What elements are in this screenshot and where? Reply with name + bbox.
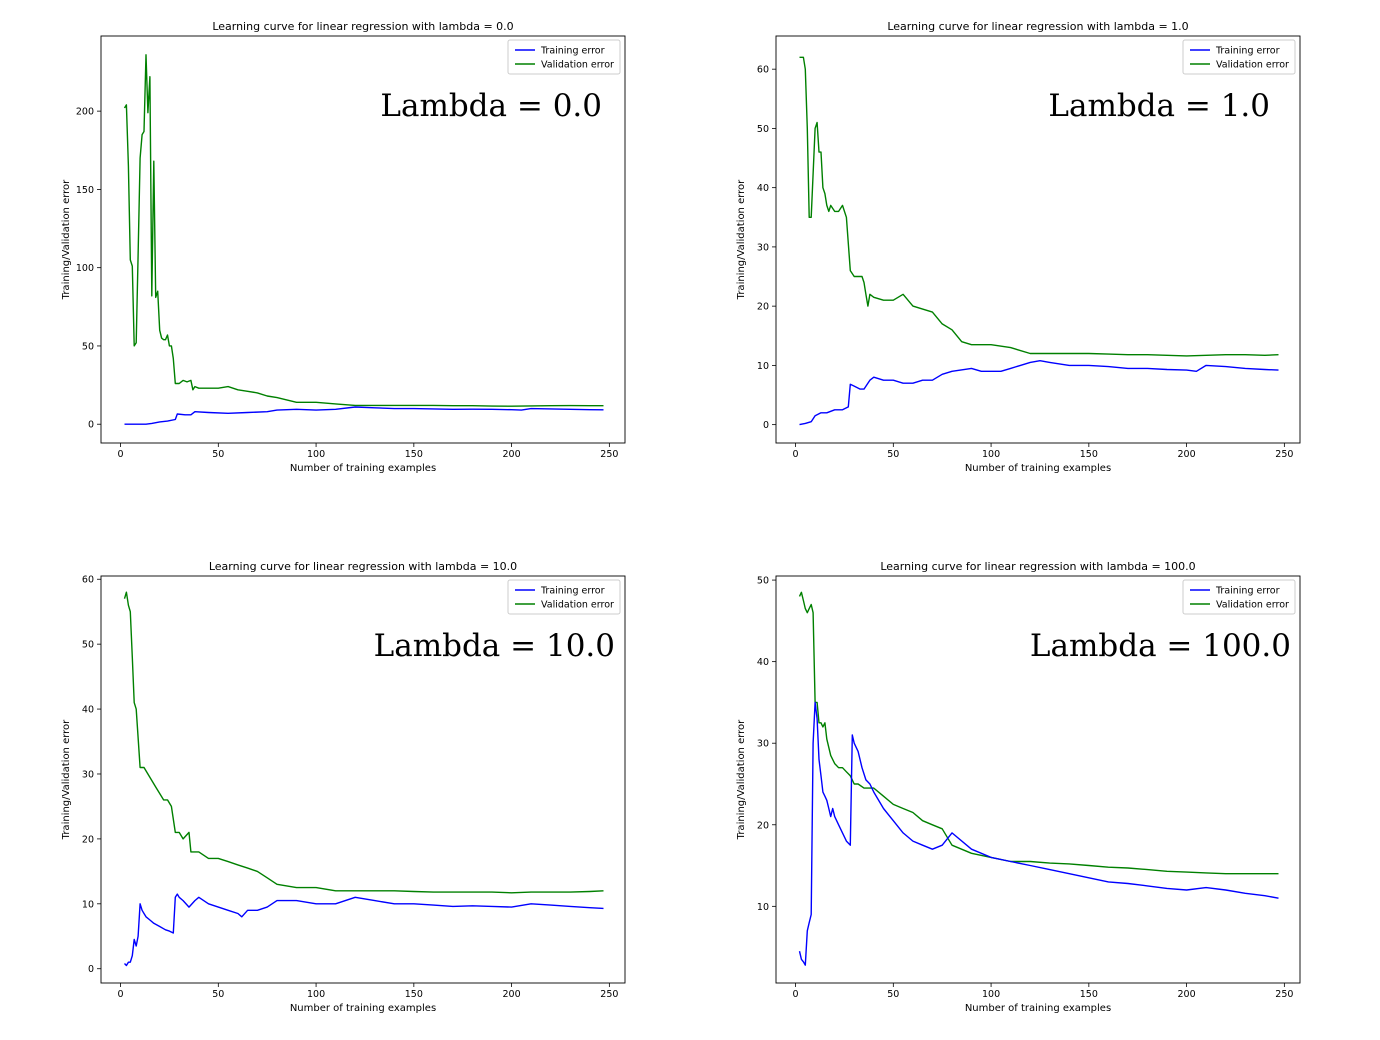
chart-panel-lambda-1: Learning curve for linear regression wit… <box>736 20 1301 474</box>
x-tick-label: 0 <box>118 989 124 1000</box>
validation-error-line <box>799 56 1279 357</box>
y-tick-label: 100 <box>76 263 94 274</box>
x-tick-label: 150 <box>1080 449 1098 460</box>
legend-label-validation: Validation error <box>1216 600 1289 611</box>
validation-error-line <box>123 591 604 894</box>
y-axis-label: Training/Validation error <box>736 719 747 840</box>
y-tick-label: 50 <box>757 124 769 135</box>
training-error-line <box>798 701 1279 966</box>
chart-title: Learning curve for linear regression wit… <box>212 20 513 33</box>
x-tick-label: 0 <box>118 449 124 460</box>
x-tick-label: 250 <box>600 449 618 460</box>
axes-frame <box>100 575 626 984</box>
x-axis-label: Number of training examples <box>290 463 436 474</box>
x-tick-label: 0 <box>793 989 799 1000</box>
training-error-line <box>799 360 1279 426</box>
y-tick-label: 60 <box>757 65 769 76</box>
y-tick-label: 20 <box>82 834 94 845</box>
legend-label-validation: Validation error <box>541 600 614 611</box>
y-axis-label: Training/Validation error <box>61 179 72 300</box>
axes-frame <box>775 575 1301 984</box>
lambda-annotation: Lambda = 1.0 <box>1048 88 1270 124</box>
x-tick-label: 100 <box>982 989 1000 1000</box>
x-axis-label: Number of training examples <box>290 1003 436 1014</box>
chart-panel-lambda-10: Learning curve for linear regression wit… <box>61 560 626 1014</box>
y-tick-label: 30 <box>757 739 769 750</box>
x-axis-label: Number of training examples <box>965 1003 1111 1014</box>
x-tick-label: 250 <box>1275 449 1293 460</box>
y-tick-label: 50 <box>757 576 769 587</box>
x-tick-label: 100 <box>307 449 325 460</box>
training-error-line <box>124 406 604 425</box>
x-tick-label: 150 <box>405 449 423 460</box>
y-axis-label: Training/Validation error <box>736 179 747 300</box>
x-tick-label: 200 <box>1178 989 1196 1000</box>
y-tick-label: 150 <box>76 185 94 196</box>
y-tick-label: 10 <box>757 902 769 913</box>
legend-label-training: Training error <box>540 46 605 57</box>
y-tick-label: 30 <box>82 769 94 780</box>
y-tick-label: 10 <box>757 361 769 372</box>
x-tick-label: 100 <box>307 989 325 1000</box>
y-tick-label: 60 <box>82 575 94 586</box>
axes-frame <box>775 35 1301 444</box>
y-tick-label: 0 <box>88 420 94 431</box>
x-tick-label: 50 <box>887 449 899 460</box>
x-tick-label: 0 <box>793 449 799 460</box>
legend-label-validation: Validation error <box>541 60 614 71</box>
validation-error-line <box>123 54 604 407</box>
y-tick-label: 20 <box>757 302 769 313</box>
x-tick-label: 250 <box>1275 989 1293 1000</box>
legend-box <box>507 39 621 75</box>
chart-title: Learning curve for linear regression wit… <box>887 20 1188 33</box>
x-tick-label: 150 <box>405 989 423 1000</box>
x-tick-label: 250 <box>600 989 618 1000</box>
y-tick-label: 0 <box>88 964 94 975</box>
y-axis-label: Training/Validation error <box>61 719 72 840</box>
x-tick-label: 100 <box>982 449 1000 460</box>
x-tick-label: 50 <box>212 449 224 460</box>
x-tick-label: 50 <box>212 989 224 1000</box>
y-tick-label: 200 <box>76 107 94 118</box>
y-tick-label: 0 <box>763 420 769 431</box>
legend-label-training: Training error <box>1215 46 1280 57</box>
x-axis-label: Number of training examples <box>965 463 1111 474</box>
y-tick-label: 10 <box>82 899 94 910</box>
y-tick-label: 40 <box>757 657 769 668</box>
y-tick-label: 20 <box>757 820 769 831</box>
y-tick-label: 40 <box>757 183 769 194</box>
y-tick-label: 40 <box>82 705 94 716</box>
x-tick-label: 200 <box>503 449 521 460</box>
legend-label-training: Training error <box>540 586 605 597</box>
lambda-annotation: Lambda = 0.0 <box>380 88 602 124</box>
x-tick-label: 200 <box>1178 449 1196 460</box>
legend-box <box>507 579 621 615</box>
chart-panel-lambda-100: Learning curve for linear regression wit… <box>736 560 1301 1014</box>
training-error-line <box>123 893 604 967</box>
legend-label-validation: Validation error <box>1216 60 1289 71</box>
lambda-annotation: Lambda = 100.0 <box>1030 628 1291 664</box>
axes-frame <box>100 35 626 444</box>
x-tick-label: 200 <box>503 989 521 1000</box>
y-tick-label: 30 <box>757 242 769 253</box>
chart-panel-lambda-0: Learning curve for linear regression wit… <box>61 20 626 474</box>
x-tick-label: 150 <box>1080 989 1098 1000</box>
legend-box <box>1182 39 1296 75</box>
lambda-annotation: Lambda = 10.0 <box>374 628 615 664</box>
chart-title: Learning curve for linear regression wit… <box>209 560 517 573</box>
legend-label-training: Training error <box>1215 586 1280 597</box>
chart-title: Learning curve for linear regression wit… <box>880 560 1195 573</box>
x-tick-label: 50 <box>887 989 899 1000</box>
y-tick-label: 50 <box>82 640 94 651</box>
y-tick-label: 50 <box>82 341 94 352</box>
legend-box <box>1182 579 1296 615</box>
